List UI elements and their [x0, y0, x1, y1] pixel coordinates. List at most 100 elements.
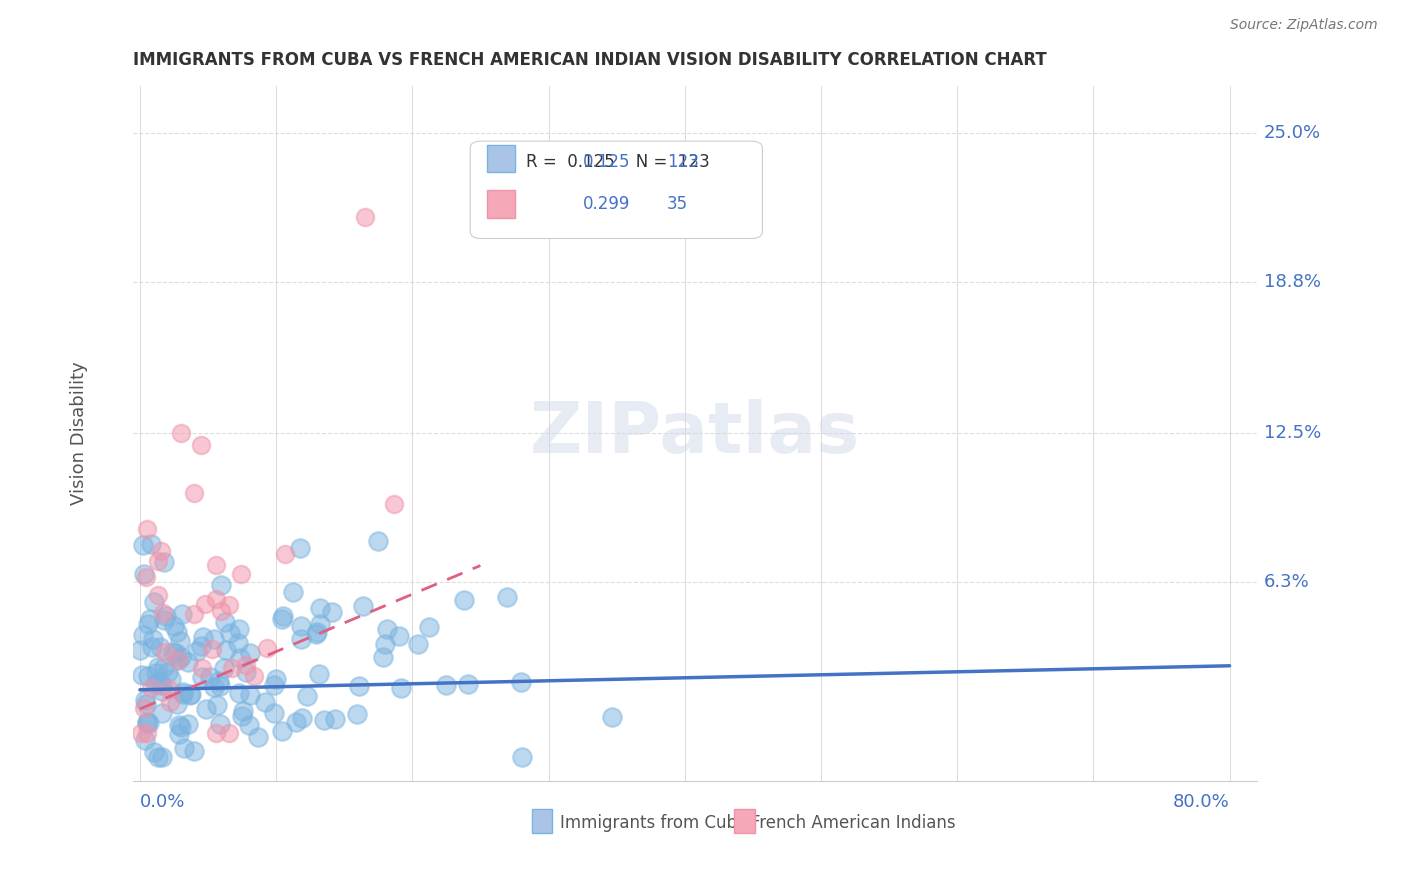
Point: [170, 607, 193, 621]
Text: Immigrants from Cuba: Immigrants from Cuba: [560, 814, 747, 831]
Point: [186, 644, 208, 658]
Point: [307, 624, 329, 639]
Point: [297, 689, 319, 703]
Point: [238, 718, 260, 732]
Point: [149, 640, 172, 654]
Bar: [531, 809, 553, 833]
Text: 0.125: 0.125: [582, 153, 630, 171]
Point: [229, 650, 252, 665]
Point: [166, 625, 188, 640]
Point: [263, 706, 285, 721]
Point: [148, 750, 170, 764]
Point: [353, 211, 375, 225]
Point: [155, 609, 177, 624]
Point: [202, 681, 225, 695]
Point: [209, 679, 232, 693]
Text: ZIPatlas: ZIPatlas: [530, 399, 860, 467]
Text: IMMIGRANTS FROM CUBA VS FRENCH AMERICAN INDIAN VISION DISABILITY CORRELATION CHA: IMMIGRANTS FROM CUBA VS FRENCH AMERICAN …: [134, 51, 1047, 69]
Point: [153, 613, 176, 627]
FancyBboxPatch shape: [470, 141, 762, 238]
Text: 18.8%: 18.8%: [1264, 273, 1320, 291]
Point: [172, 687, 194, 701]
Point: [160, 672, 183, 686]
Point: [183, 744, 205, 758]
Point: [179, 688, 201, 702]
Point: [290, 541, 312, 555]
Text: 35: 35: [666, 194, 688, 212]
Point: [177, 655, 200, 669]
Point: [183, 607, 205, 622]
Point: [190, 438, 212, 452]
Point: [131, 538, 153, 552]
Point: [173, 741, 195, 756]
Point: [132, 627, 155, 641]
Point: [129, 642, 152, 657]
Point: [167, 653, 190, 667]
Point: [457, 677, 479, 691]
Bar: [734, 809, 755, 833]
Point: [235, 658, 257, 673]
Point: [146, 554, 169, 568]
Point: [132, 566, 155, 581]
Point: [406, 637, 429, 651]
Text: 123: 123: [666, 153, 699, 171]
Point: [418, 620, 440, 634]
Point: [371, 649, 394, 664]
Point: [235, 665, 257, 679]
Point: [264, 672, 287, 686]
Point: [391, 681, 413, 695]
Point: [290, 618, 312, 632]
Point: [153, 660, 176, 674]
Point: [239, 646, 262, 660]
Point: [600, 709, 623, 723]
Point: [190, 639, 212, 653]
Point: [136, 714, 159, 729]
Point: [284, 715, 307, 730]
Bar: [486, 190, 515, 218]
Point: [150, 750, 173, 764]
Text: 6.3%: 6.3%: [1264, 573, 1309, 591]
Point: [271, 612, 294, 626]
Point: [496, 590, 519, 604]
Point: [191, 630, 214, 644]
Point: [211, 604, 233, 618]
Point: [374, 637, 396, 651]
Point: [510, 750, 533, 764]
Point: [135, 726, 157, 740]
Point: [132, 701, 155, 715]
Point: [150, 678, 173, 692]
Point: [232, 704, 254, 718]
Point: [152, 555, 174, 569]
Point: [218, 726, 240, 740]
Point: [323, 712, 346, 726]
Point: [150, 706, 173, 720]
Text: French American Indians: French American Indians: [751, 814, 956, 831]
Point: [135, 570, 157, 584]
Point: [148, 660, 170, 674]
Point: [139, 612, 162, 626]
Point: [145, 677, 167, 691]
Point: [136, 716, 159, 731]
Point: [180, 687, 202, 701]
Point: [190, 669, 212, 683]
Point: [201, 641, 224, 656]
Point: [209, 578, 232, 592]
Point: [290, 632, 312, 646]
Point: [139, 537, 162, 551]
Point: [221, 661, 243, 675]
Point: [382, 497, 405, 511]
Point: [367, 534, 389, 549]
Point: [215, 643, 238, 657]
Bar: [486, 145, 515, 172]
Point: [205, 726, 228, 740]
Point: [141, 640, 163, 654]
Point: [218, 626, 240, 640]
Point: [145, 666, 167, 681]
Point: [191, 661, 214, 675]
Point: [142, 745, 165, 759]
Point: [148, 674, 170, 689]
Point: [159, 695, 181, 709]
Point: [165, 646, 187, 660]
Point: [243, 668, 266, 682]
Point: [254, 694, 277, 708]
